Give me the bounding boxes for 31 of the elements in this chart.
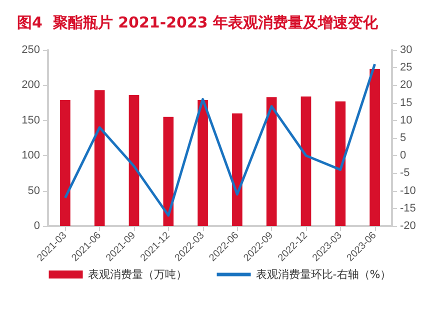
bar	[94, 90, 105, 226]
y-tick-label: 100	[22, 150, 40, 162]
line-series	[64, 62, 376, 217]
bar	[232, 113, 242, 226]
bar	[335, 101, 346, 226]
y2-tick-label: -20	[400, 220, 416, 232]
y-tick-label: 0	[34, 220, 40, 232]
bar	[60, 100, 70, 226]
y2-tick-label: 25	[400, 62, 412, 74]
legend-label: 表观消费量环比-右轴（%）	[256, 268, 392, 281]
y-tick-label: 200	[22, 79, 40, 92]
legend-label: 表观消费量（万吨）	[88, 268, 187, 281]
y-tick-label: 250	[22, 44, 40, 56]
bar	[198, 100, 208, 226]
y-tick-label: 150	[22, 114, 40, 126]
bar	[128, 95, 140, 226]
y2-tick-label: -15	[400, 202, 416, 214]
y2-tick-label: 15	[400, 96, 412, 109]
y2-tick-label: 10	[400, 114, 412, 126]
chart-title: 图4 聚酯瓶片 2021-2023 年表观消费量及增速变化	[17, 14, 380, 32]
bar	[163, 116, 174, 226]
bar	[300, 96, 312, 226]
y2-tick-label: -10	[400, 184, 416, 197]
bar	[370, 69, 380, 226]
y2-tick-label: 5	[400, 132, 406, 144]
y2-tick-label: 20	[400, 79, 412, 92]
y2-tick-label: 0	[400, 150, 406, 162]
y2-tick-label: 30	[400, 44, 412, 56]
y-tick-label: 50	[28, 184, 40, 197]
y2-tick-label: -5	[400, 167, 410, 180]
bar	[266, 97, 277, 226]
